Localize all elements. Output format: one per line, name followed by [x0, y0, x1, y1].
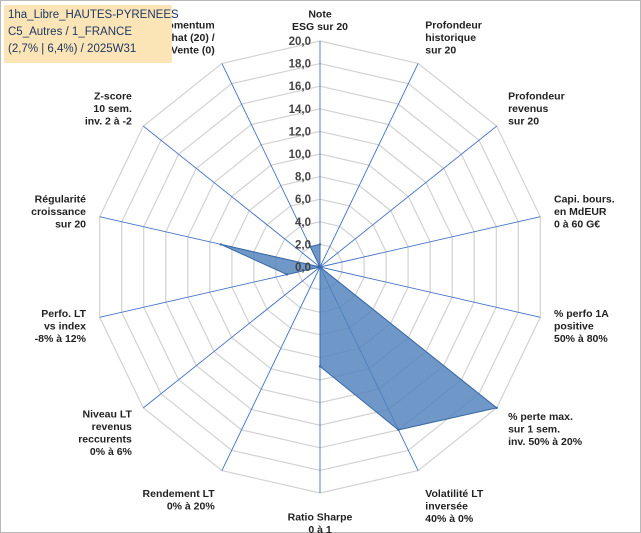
- series-area: [220, 243, 498, 431]
- tick-label: 2,0: [295, 239, 311, 251]
- axis-label-line: 0 à 1: [308, 524, 332, 533]
- axis-label-line: Momentum: [159, 20, 215, 32]
- axis-label-line: Z-score: [94, 91, 132, 103]
- chart-title-line-3: (2,7% | 6,4%) / 2025W31: [8, 43, 137, 55]
- axis-spoke: [143, 125, 321, 268]
- axis-label-line: % perte max.: [508, 411, 573, 423]
- axis-label: Momentum Achat (20) / Vente (0): [158, 20, 215, 57]
- axis-label-line: Perfo. LT: [41, 308, 86, 320]
- series-point: [318, 265, 322, 269]
- axis-label-line: Volatilité LT: [425, 488, 484, 500]
- axis-label-line: 40% à 0%: [425, 513, 474, 525]
- series-point: [219, 243, 222, 246]
- tick-label: 20,0: [289, 36, 311, 48]
- tick-label: 18,0: [289, 59, 311, 71]
- axis-label: Profondeur historique sur 20: [425, 20, 482, 57]
- axis-label: Niveau LT revenus reccurents 0% à 6%: [78, 409, 132, 459]
- axis-label-line: ESG sur 20: [292, 21, 348, 33]
- axis-label-line: sur 20: [425, 45, 456, 57]
- series-point: [318, 365, 322, 368]
- axis-label-line: revenus: [92, 421, 132, 433]
- axis-spoke: [221, 266, 321, 471]
- chart-title-line-1: 1ha_Libre_HAUTES-PYRENEES: [8, 9, 179, 21]
- axis-spoke: [221, 63, 321, 268]
- axis-spoke: [99, 266, 321, 318]
- axis-label-line: en MdEUR: [554, 206, 607, 218]
- tick-label: 12,0: [289, 126, 311, 138]
- tick-label: 0,0: [295, 262, 311, 274]
- series-point: [397, 428, 400, 432]
- axis-label-line: reccurents: [78, 434, 132, 446]
- axis-spoke: [319, 125, 497, 268]
- axis-label-line: sur 20: [55, 219, 86, 231]
- axis-label-line: 0% à 6%: [90, 446, 133, 458]
- axis-labels: Note ESG sur 20 Profondeur historique sur 20…: [31, 9, 615, 533]
- axis-label-line: vs index: [44, 320, 86, 332]
- axis-label-line: Régularité: [35, 194, 87, 206]
- axis-label-line: Vente (0): [171, 45, 215, 57]
- axis-label-line: 50% à 80%: [554, 333, 608, 345]
- series-point: [309, 245, 312, 248]
- axis-label: Z-score 10 sem. inv. 2 à -2: [85, 91, 132, 128]
- axis-label-line: Ratio Sharpe: [288, 512, 353, 524]
- tick-label: 4,0: [295, 217, 311, 229]
- axis-spoke: [319, 63, 419, 268]
- axis-label-line: -8% à 12%: [35, 333, 87, 345]
- axis-label: Régularité croissance sur 20: [31, 194, 86, 231]
- axis-label-line: Rendement LT: [143, 488, 216, 500]
- axis-label: % perfo 1A positive 50% à 80%: [554, 308, 609, 345]
- axis-label-line: croissance: [31, 206, 86, 218]
- axis-label-line: Capi. bours.: [554, 194, 615, 206]
- radar-series: [219, 243, 498, 432]
- radial-tick-labels: 0,0 2,0 4,0 6,0 8,0 10,0 12,0 14,0 16,0 18,0 20,0: [289, 36, 311, 274]
- chart-title-line-2: C5_Autres / 1_FRANCE: [8, 26, 132, 38]
- tick-label: 16,0: [289, 81, 311, 93]
- axis-label-line: Achat (20) /: [158, 32, 215, 44]
- axis-label: Rendement LT 0% à 20%: [143, 488, 216, 513]
- tick-label: 10,0: [289, 149, 311, 161]
- series-point: [285, 273, 289, 276]
- axis-label-line: 0% à 20%: [167, 500, 216, 512]
- axis-label-line: sur 1 sem.: [508, 423, 560, 435]
- axis-label-line: inversée: [425, 500, 468, 512]
- axis-spoke: [319, 216, 541, 268]
- axis-label-line: 0 à 60 G€: [554, 219, 600, 231]
- axis-label-line: revenus: [508, 103, 548, 115]
- axis-label: Volatilité LT inversée 40% à 0%: [425, 488, 484, 525]
- axis-label-line: inv. 50% à 20%: [508, 436, 583, 448]
- axis-label-line: inv. 2 à -2: [85, 116, 132, 128]
- axis-label-line: % perfo 1A: [554, 308, 609, 320]
- axis-label: Ratio Sharpe 0 à 1: [288, 512, 353, 533]
- axis-label: Perfo. LT vs index -8% à 12%: [35, 308, 87, 345]
- series-point: [495, 406, 498, 410]
- axis-label: Capi. bours. en MdEUR 0 à 60 G€: [554, 194, 615, 231]
- axis-label-line: sur 20: [508, 116, 539, 128]
- axis-label-line: 10 sem.: [93, 103, 132, 115]
- axis-label-line: Profondeur: [508, 91, 565, 103]
- axis-label-line: positive: [554, 320, 594, 332]
- axis-label: Note ESG sur 20: [292, 9, 348, 34]
- chart-title-box: 1ha_Libre_HAUTES-PYRENEES C5_Autres / 1_…: [4, 5, 179, 63]
- axis-spoke: [143, 266, 321, 409]
- series-point: [318, 243, 322, 246]
- axis-label-line: historique: [425, 32, 476, 44]
- axis-label-line: Note: [308, 9, 331, 21]
- tick-label: 6,0: [295, 194, 311, 206]
- axis-label: % perte max. sur 1 sem. inv. 50% à 20%: [508, 411, 583, 448]
- tick-label: 14,0: [289, 104, 311, 116]
- axis-label-line: Niveau LT: [82, 409, 132, 421]
- axis-label: Profondeur revenus sur 20: [508, 91, 565, 128]
- axis-spoke: [319, 266, 541, 318]
- tick-label: 8,0: [295, 172, 311, 184]
- axis-label-line: Profondeur: [425, 20, 482, 32]
